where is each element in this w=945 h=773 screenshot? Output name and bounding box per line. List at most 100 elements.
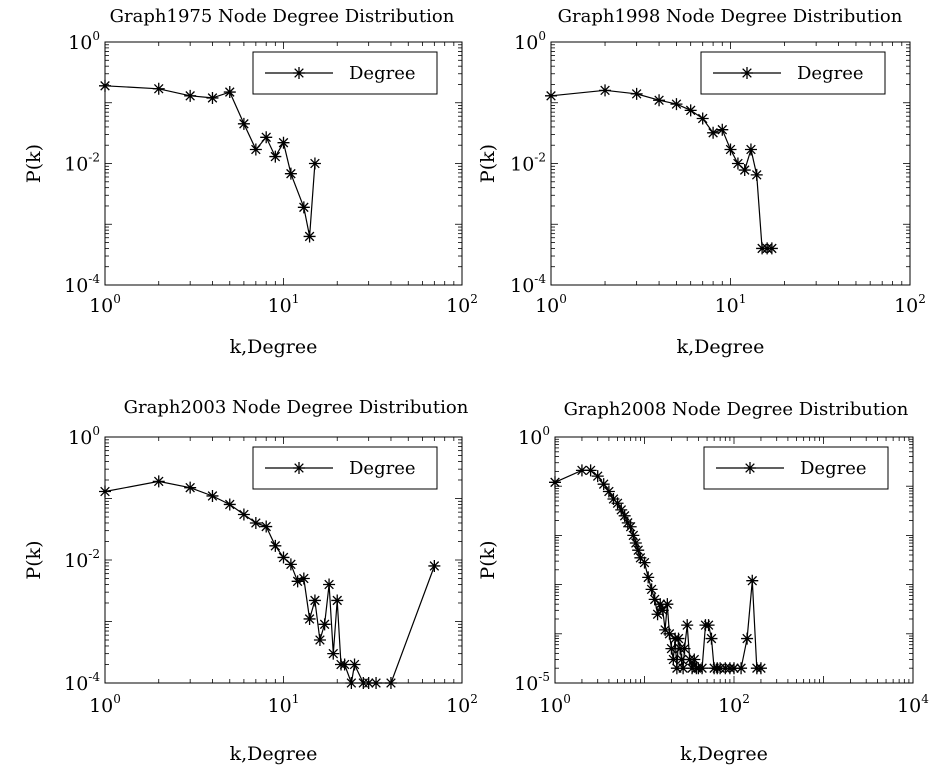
legend-star-icon <box>293 67 305 79</box>
data-point <box>621 516 634 529</box>
data-point <box>284 558 297 571</box>
data-point <box>724 143 737 156</box>
x-tick-label: 100 <box>535 292 567 317</box>
data-point <box>735 662 748 675</box>
data-point <box>428 559 441 572</box>
data-point <box>297 572 310 585</box>
y-tick-label: 100 <box>68 29 100 54</box>
legend-entry-label: Degree <box>349 63 416 84</box>
data-point <box>618 509 631 522</box>
data-point <box>303 612 316 625</box>
data-point <box>291 575 304 588</box>
data-point <box>591 470 604 483</box>
legend-entry-label: Degree <box>797 63 864 84</box>
data-point <box>663 627 676 640</box>
data-point <box>348 658 361 671</box>
data-point <box>738 164 751 177</box>
data-point <box>277 136 290 149</box>
x-tick-label: 102 <box>894 292 926 317</box>
data-point <box>206 91 219 104</box>
y-tick-label: 10-2 <box>64 151 100 176</box>
chart-title: Graph1975 Node Degree Distribution <box>110 6 455 27</box>
data-point <box>599 84 612 97</box>
data-point <box>702 619 715 632</box>
data-point <box>99 485 111 498</box>
y-tick-label: 10-2 <box>64 547 100 572</box>
axis-ticks <box>550 42 910 286</box>
data-point <box>746 574 759 587</box>
data-point <box>223 498 236 511</box>
data-point <box>237 117 250 130</box>
y-tick-label: 10-4 <box>510 272 546 297</box>
data-point <box>308 594 321 607</box>
data-point <box>638 556 651 569</box>
y-axis-label: P(k) <box>477 540 499 579</box>
data-point <box>705 632 718 645</box>
data-point <box>362 677 375 689</box>
data-point <box>260 520 273 533</box>
x-tick-label: 100 <box>539 692 571 717</box>
data-point <box>627 529 640 542</box>
data-point <box>152 82 165 95</box>
data-point <box>370 677 383 689</box>
data-point <box>611 497 624 510</box>
data-point <box>249 143 262 156</box>
chart-panel-1: 100 101 102 100 10-2 10-4 Graph1975 Node Degre… <box>23 6 478 358</box>
data-point <box>323 578 336 591</box>
series-line-degree <box>104 85 316 237</box>
data-point <box>741 632 754 645</box>
data-point <box>675 653 688 666</box>
legend-entry-label: Degree <box>349 458 416 479</box>
legend-entry-label: Degree <box>800 458 867 479</box>
data-point <box>678 642 691 655</box>
data-point <box>308 157 321 170</box>
x-tick-label: 100 <box>89 692 121 717</box>
chart-title: Graph2008 Node Degree Distribution <box>564 399 909 420</box>
data-point <box>249 516 262 529</box>
data-point <box>297 201 310 214</box>
y-axis-label: P(k) <box>477 144 499 183</box>
data-point <box>345 677 358 689</box>
data-point <box>670 98 683 111</box>
legend: Degree <box>703 446 889 490</box>
data-point <box>634 551 647 564</box>
chart-panel-3: 100 101 102 100 10-2 10-4 Graph2003 Node Degre… <box>23 397 478 765</box>
data-point <box>602 485 615 498</box>
y-axis-label: P(k) <box>23 540 45 579</box>
data-point <box>750 168 763 181</box>
data-point <box>653 94 666 107</box>
axis-ticks <box>554 437 913 684</box>
x-tick-label: 101 <box>268 692 300 717</box>
legend-star-icon <box>293 462 305 474</box>
data-point <box>223 86 236 99</box>
data-point <box>615 503 628 516</box>
data-point <box>654 598 667 611</box>
y-tick-label: 100 <box>514 29 546 54</box>
data-point <box>696 112 709 125</box>
y-tick-label: 10-4 <box>64 670 100 695</box>
chart-title: Graph2003 Node Degree Distribution <box>124 397 469 418</box>
x-tick-label: 104 <box>897 692 929 717</box>
data-point <box>651 608 664 621</box>
x-tick-label: 102 <box>718 692 750 717</box>
data-point <box>670 662 683 675</box>
data-point <box>260 131 273 144</box>
data-point <box>545 89 557 102</box>
legend: Degree <box>252 446 438 490</box>
data-point <box>318 618 331 631</box>
data-point <box>630 87 643 100</box>
y-tick-label: 100 <box>518 424 550 449</box>
x-tick-label: 102 <box>446 692 478 717</box>
series-line-degree <box>554 469 761 671</box>
data-point <box>648 593 661 606</box>
data-point <box>237 508 250 521</box>
y-tick-label: 10-2 <box>510 151 546 176</box>
data-point <box>754 662 767 675</box>
data-point <box>765 242 778 255</box>
data-point <box>672 632 685 645</box>
data-point <box>284 167 297 180</box>
data-point <box>642 571 655 584</box>
data-point <box>269 539 282 552</box>
x-axis-label: k,Degree <box>677 336 765 358</box>
y-tick-label: 10-4 <box>64 272 100 297</box>
